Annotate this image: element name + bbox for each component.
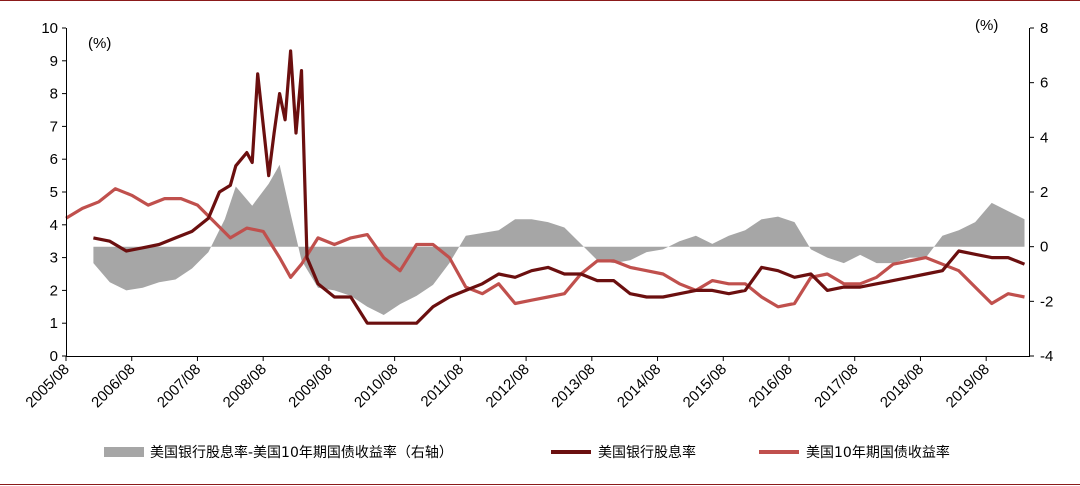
- legend-item-treasury-yield: 美国10年期国债收益率: [759, 444, 950, 461]
- left-y-ticks: 0 1 2 3 4 5 6 7 8 9 10: [41, 20, 66, 365]
- x-tick-label: 2017/08: [811, 361, 861, 411]
- treasury-10y-yield-line: [65, 187, 1025, 309]
- x-tick-label: 2013/08: [548, 361, 598, 411]
- legend-label-bank-dividend: 美国银行股息率: [598, 444, 696, 461]
- left-tick-label: 3: [50, 250, 58, 267]
- left-tick-label: 8: [50, 86, 58, 103]
- right-tick-label: 8: [1040, 20, 1048, 37]
- left-tick-label: 5: [50, 184, 58, 201]
- left-tick-label: 2: [50, 282, 58, 299]
- x-tick-label: 2005/08: [22, 361, 72, 411]
- x-tick-label: 2009/08: [285, 361, 335, 411]
- x-tick-label: 2006/08: [88, 361, 138, 411]
- x-tick-label: 2015/08: [680, 361, 730, 411]
- x-tick-label: 2012/08: [483, 361, 533, 411]
- x-tick-label: 2016/08: [745, 361, 795, 411]
- right-y-ticks: -4 -2 0 2 4 6 8: [1030, 20, 1053, 365]
- legend-label-treasury-yield: 美国10年期国债收益率: [806, 444, 950, 461]
- x-tick-label: 2010/08: [351, 361, 401, 411]
- x-tick-label: 2014/08: [614, 361, 664, 411]
- left-tick-label: 10: [41, 20, 58, 37]
- right-tick-label: 2: [1040, 184, 1048, 201]
- x-ticks: 2005/08 2006/08 2007/08 2008/08 2009/08 2010/…: [22, 356, 993, 411]
- right-unit-label: (%): [975, 17, 998, 34]
- legend-item-spread: 美国银行股息率-美国10年期国债收益率（右轴）: [104, 444, 453, 461]
- left-tick-label: 6: [50, 151, 58, 168]
- legend-item-bank-dividend: 美国银行股息率: [551, 444, 696, 461]
- left-tick-label: 1: [50, 315, 58, 332]
- right-tick-label: -4: [1040, 348, 1053, 365]
- right-tick-label: 0: [1040, 239, 1048, 256]
- legend: 美国银行股息率-美国10年期国债收益率（右轴） 美国银行股息率 美国10年期国债…: [104, 444, 950, 461]
- legend-swatch-spread: [104, 447, 144, 457]
- bank-dividend-yield-line: [93, 49, 1026, 325]
- left-unit-label: (%): [88, 35, 111, 52]
- left-tick-label: 0: [50, 348, 58, 365]
- left-tick-label: 4: [50, 217, 58, 234]
- x-tick-label: 2019/08: [943, 361, 993, 411]
- x-tick-label: 2018/08: [877, 361, 927, 411]
- legend-label-spread: 美国银行股息率-美国10年期国债收益率（右轴）: [150, 444, 453, 461]
- right-tick-label: 6: [1040, 75, 1048, 92]
- right-tick-label: 4: [1040, 129, 1048, 146]
- x-tick-label: 2011/08: [418, 361, 468, 411]
- x-tick-label: 2007/08: [154, 361, 204, 411]
- left-tick-label: 9: [50, 53, 58, 70]
- lines-layer: [65, 49, 1026, 325]
- plot-area: [65, 49, 1026, 325]
- right-tick-label: -2: [1040, 293, 1053, 310]
- x-tick-label: 2008/08: [220, 361, 270, 411]
- diff-area-layer: [93, 164, 1025, 315]
- left-tick-label: 7: [50, 118, 58, 135]
- spread-area: [93, 164, 1025, 315]
